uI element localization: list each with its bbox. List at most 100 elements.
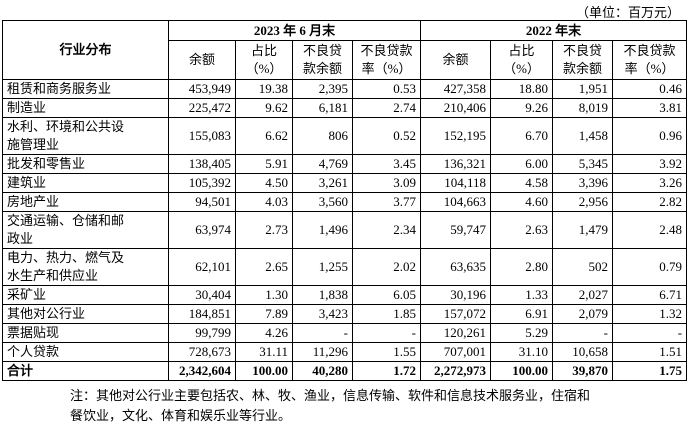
cell-value: - — [351, 323, 422, 343]
cell-value: 1,496 — [292, 211, 353, 249]
cell-value: 2,395 — [292, 79, 353, 99]
column-header: 不良贷 款余额 — [552, 40, 614, 80]
cell-value: 10,658 — [552, 342, 614, 362]
cell-value: 9.26 — [490, 98, 554, 118]
cell-value: 2,027 — [552, 285, 614, 305]
row-label: 电力、热力、燃气及 水生产和供应业 — [2, 248, 169, 286]
cell-value: 1,951 — [552, 79, 614, 99]
cell-value: 99,799 — [168, 323, 236, 343]
cell-value: 104,118 — [420, 173, 492, 193]
cell-value: 2,272,973 — [420, 361, 492, 381]
column-header: 不良贷 款余额 — [292, 40, 353, 80]
row-label: 采矿业 — [2, 285, 169, 305]
cell-value: 210,406 — [420, 98, 492, 118]
cell-value: 502 — [552, 248, 614, 286]
cell-value: 707,001 — [420, 342, 492, 362]
cell-value: 5,345 — [552, 154, 614, 174]
cell-value: 8,019 — [552, 98, 614, 118]
table-row: 房地产业 94,501 4.03 3,560 3.77 104,663 4.60 2,956 2… — [2, 192, 688, 212]
cell-value: 40,280 — [292, 361, 353, 381]
cell-value: 4.58 — [490, 173, 554, 193]
row-label: 合计 — [2, 361, 169, 381]
cell-value: 0.52 — [351, 117, 422, 155]
cell-value: 5.91 — [235, 154, 293, 174]
cell-value: 6.70 — [490, 117, 554, 155]
cell-value: 1.51 — [612, 342, 688, 362]
cell-value: 3.09 — [351, 173, 422, 193]
cell-value: 104,663 — [420, 192, 492, 212]
cell-value: 152,195 — [420, 117, 492, 155]
column-header: 余额 — [168, 40, 236, 80]
cell-value: 7.89 — [235, 304, 293, 324]
header-row: 行业分布 2023 年 6 月末 2022 年末 — [2, 20, 688, 80]
cell-value: 728,673 — [168, 342, 236, 362]
cell-value: 2,956 — [552, 192, 614, 212]
cell-value: - — [552, 323, 614, 343]
cell-value: 155,083 — [168, 117, 236, 155]
table-row: 交通运输、仓储和邮 政业 63,974 2.73 1,496 2.34 59,747 2.6… — [2, 211, 688, 249]
cell-value: 0.96 — [612, 117, 688, 155]
cell-value: 1.72 — [351, 361, 422, 381]
cell-value: 184,851 — [168, 304, 236, 324]
cell-value: 31.10 — [490, 342, 554, 362]
row-label: 票据贴现 — [2, 323, 169, 343]
row-label: 其他对公行业 — [2, 304, 169, 324]
cell-value: 1.33 — [490, 285, 554, 305]
cell-value: 3.45 — [351, 154, 422, 174]
table-row: 水利、环境和公共设 施管理业 155,083 6.62 806 0.52 152,195 6… — [2, 117, 688, 155]
cell-value: 3,560 — [292, 192, 353, 212]
cell-value: 3,261 — [292, 173, 353, 193]
column-header: 占比 （%） — [490, 40, 554, 80]
cell-value: 225,472 — [168, 98, 236, 118]
cell-value: 31.11 — [235, 342, 293, 362]
table-row: 制造业 225,472 9.62 6,181 2.74 210,406 9.26 8,019 3… — [2, 98, 688, 118]
row-label: 交通运输、仓储和邮 政业 — [2, 211, 169, 249]
cell-value: 100.00 — [235, 361, 293, 381]
cell-value: 2.63 — [490, 211, 554, 249]
table-row: 建筑业 105,392 4.50 3,261 3.09 104,118 4.58 3,396 3… — [2, 173, 688, 193]
unit-note: （单位：百万元） — [575, 5, 680, 20]
corner-header: 行业分布 — [2, 20, 169, 80]
cell-value: 9.62 — [235, 98, 293, 118]
cell-value: 1,458 — [552, 117, 614, 155]
cell-value: 453,949 — [168, 79, 236, 99]
cell-value: 4.50 — [235, 173, 293, 193]
cell-value: 4.26 — [235, 323, 293, 343]
cell-value: 59,747 — [420, 211, 492, 249]
table-row: 合计 2,342,604 100.00 40,280 1.72 2,272,973 100.… — [2, 361, 688, 381]
row-label: 房地产业 — [2, 192, 169, 212]
cell-value: 2.80 — [490, 248, 554, 286]
cell-value: 1.85 — [351, 304, 422, 324]
cell-value: 63,635 — [420, 248, 492, 286]
cell-value: 3.26 — [612, 173, 688, 193]
cell-value: 6.05 — [351, 285, 422, 305]
cell-value: 4.60 — [490, 192, 554, 212]
cell-value: 1.55 — [351, 342, 422, 362]
row-label: 水利、环境和公共设 施管理业 — [2, 117, 169, 155]
column-header: 不良贷款 率（%） — [351, 40, 422, 80]
cell-value: 4,769 — [292, 154, 353, 174]
cell-value: 6,181 — [292, 98, 353, 118]
column-header: 不良贷款 率（%） — [612, 40, 688, 80]
cell-value: 2.82 — [612, 192, 688, 212]
table-row: 个人贷款 728,673 31.11 11,296 1.55 707,001 31.10 10… — [2, 342, 688, 362]
cell-value: 3,396 — [552, 173, 614, 193]
group-header: 2022 年末 — [420, 20, 688, 41]
industry-loan-table: 行业分布 2023 年 6 月末 2022 年末 余额 占比 （%） 不良贷 款余额 不良贷… — [2, 20, 688, 381]
cell-value: 6.00 — [490, 154, 554, 174]
cell-value: 2,079 — [552, 304, 614, 324]
cell-value: 3.81 — [612, 98, 688, 118]
cell-value: - — [612, 323, 688, 343]
cell-value: 2,342,604 — [168, 361, 236, 381]
cell-value: 427,358 — [420, 79, 492, 99]
row-label: 批发和零售业 — [2, 154, 169, 174]
cell-value: 2.65 — [235, 248, 293, 286]
table-row: 租赁和商务服务业 453,949 19.38 2,395 0.53 427,358 18.8… — [2, 79, 688, 99]
cell-value: 6.91 — [490, 304, 554, 324]
cell-value: 2.02 — [351, 248, 422, 286]
cell-value: 1.30 — [235, 285, 293, 305]
cell-value: 6.71 — [612, 285, 688, 305]
cell-value: 2.34 — [351, 211, 422, 249]
table-row: 其他对公行业 184,851 7.89 3,423 1.85 157,072 6.91 2,0… — [2, 304, 688, 324]
